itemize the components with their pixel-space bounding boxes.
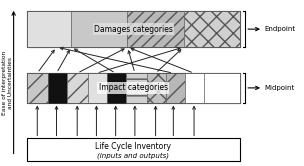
Bar — [71, 11, 127, 47]
Bar — [27, 73, 48, 103]
Bar — [185, 73, 204, 103]
Bar — [126, 73, 147, 103]
Text: Endpoint: Endpoint — [264, 26, 295, 32]
Text: Damages categories: Damages categories — [94, 25, 173, 34]
Bar — [27, 138, 240, 161]
Bar — [127, 11, 184, 47]
Bar — [107, 73, 126, 103]
Bar — [67, 73, 88, 103]
Text: Life Cycle Inventory: Life Cycle Inventory — [95, 142, 171, 151]
Bar — [166, 73, 185, 103]
Bar — [27, 73, 240, 103]
Bar — [147, 73, 166, 103]
Text: (inputs and outputs): (inputs and outputs) — [97, 152, 169, 159]
Bar — [88, 73, 107, 103]
Text: Midpoint: Midpoint — [264, 85, 295, 91]
Bar — [27, 11, 71, 47]
Text: Impact categories: Impact categories — [99, 83, 168, 92]
Bar — [204, 73, 240, 103]
Text: Ease of interpretation
and Uncertainties: Ease of interpretation and Uncertainties — [2, 51, 13, 115]
Bar — [48, 73, 67, 103]
Bar — [184, 11, 240, 47]
Bar — [27, 11, 240, 47]
